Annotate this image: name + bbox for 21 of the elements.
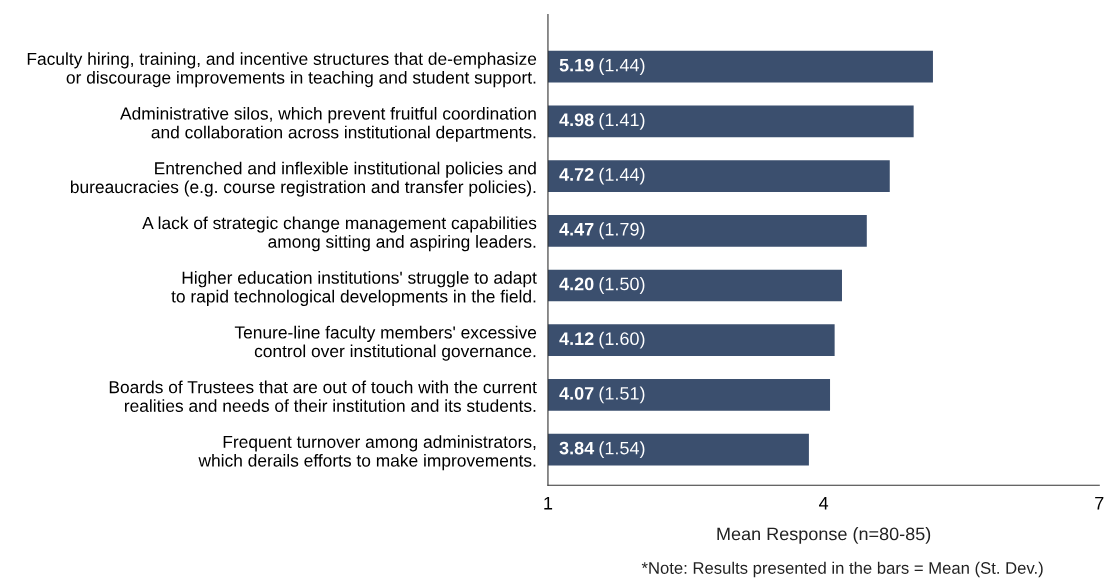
y-tick-label: A lack of strategic change management capabilities among sitting and aspiring leaders.: [142, 216, 537, 252]
data-label: 5.19 (1.44): [559, 58, 645, 76]
data-label: 4.98 (1.41): [559, 112, 645, 130]
y-tick-label: Frequent turnover among administrators, which derails efforts to make improvements.: [198, 435, 536, 471]
x-tick-label: 4: [819, 496, 829, 510]
y-tick-label: Tenure-line faculty members' excessive control over institutional governance.: [234, 325, 537, 361]
data-label: 4.47 (1.79): [559, 222, 645, 240]
x-axis-title: Mean Response (n=80-85): [717, 527, 931, 544]
data-label: 3.84 (1.54): [559, 441, 645, 459]
data-label: 4.20 (1.50): [559, 277, 645, 294]
text: *Note: Results presented in the bars = Mean (St. Dev.): [641, 561, 1043, 578]
y-tick-label: Entrenched and inflexible institutional policies and bureaucracies (e.g. course registration and transfer policies).: [70, 161, 536, 197]
data-label: 4.12 (1.60): [559, 331, 645, 349]
x-tick-label: 7: [1095, 496, 1104, 510]
y-tick-label: Faculty hiring, training, and incentive structures that de-emphasize or discourage improvements in teaching and student support.: [27, 52, 537, 88]
y-tick-label: Administrative silos, which prevent fruitful coordination and collaboration across institutional departments.: [120, 106, 536, 142]
data-label: 4.07 (1.51): [559, 386, 645, 404]
y-tick-label: Higher education institutions' struggle to adapt to rapid technological developments in the field.: [171, 271, 537, 306]
x-tick-label: 1: [544, 496, 553, 510]
y-tick-label: Boards of Trustees that are out of touch with the current realities and needs of their institution and its students.: [109, 380, 537, 412]
data-label: 4.72 (1.44): [559, 167, 645, 185]
